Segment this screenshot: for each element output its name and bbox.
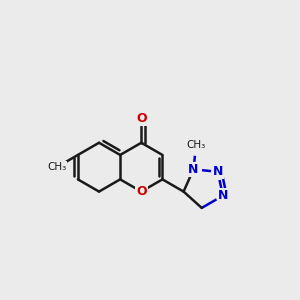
Text: O: O: [136, 185, 147, 198]
Text: N: N: [188, 163, 199, 176]
Text: O: O: [136, 112, 147, 125]
Text: CH₃: CH₃: [47, 162, 66, 172]
Text: CH₃: CH₃: [186, 140, 206, 150]
Text: N: N: [218, 189, 228, 202]
Text: N: N: [213, 165, 223, 178]
